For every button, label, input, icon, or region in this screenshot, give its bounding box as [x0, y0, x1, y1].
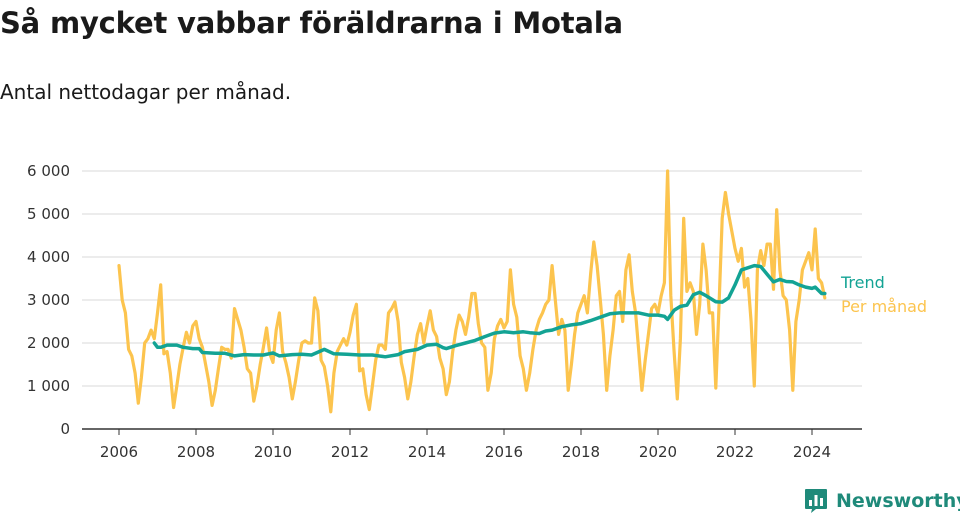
- bar-chart-bubble-icon: [805, 489, 827, 513]
- brand-name: Newsworthy: [836, 490, 960, 512]
- y-tick-label: 0: [60, 420, 70, 438]
- x-tick-label: 2018: [562, 443, 600, 461]
- legend-per-manad: Per månad: [841, 297, 927, 316]
- y-axis-ticks: 0 1 000 2 000 3 000 4 000 5 000 6 000: [27, 162, 70, 438]
- y-tick-label: 1 000: [27, 377, 70, 395]
- legend: Trend Per månad: [840, 273, 927, 316]
- x-tick-label: 2012: [331, 443, 369, 461]
- x-tick-label: 2014: [408, 443, 446, 461]
- legend-trend: Trend: [840, 273, 885, 292]
- x-tick-label: 2016: [485, 443, 523, 461]
- y-tick-label: 6 000: [27, 162, 70, 180]
- x-axis-ticks: 2006 2008 2010 2012 2014 2016 2018 2020 2022 2024: [100, 429, 831, 461]
- x-tick-label: 2010: [254, 443, 292, 461]
- chart-title: Så mycket vabbar föräldrarna i Motala: [0, 6, 623, 40]
- monthly-line: [117, 169, 827, 414]
- x-tick-label: 2022: [716, 443, 754, 461]
- x-tick-label: 2006: [100, 443, 138, 461]
- trend-line: [152, 263, 827, 359]
- y-tick-label: 3 000: [27, 291, 70, 309]
- x-tick-label: 2008: [177, 443, 215, 461]
- x-tick-label: 2020: [639, 443, 677, 461]
- series-lines: [117, 169, 827, 414]
- y-tick-label: 5 000: [27, 205, 70, 223]
- chart-subtitle: Antal nettodagar per månad.: [0, 80, 292, 104]
- y-tick-label: 4 000: [27, 248, 70, 266]
- y-tick-label: 2 000: [27, 334, 70, 352]
- newsworthy-logo: Newsworthy: [804, 488, 960, 514]
- x-tick-label: 2024: [793, 443, 831, 461]
